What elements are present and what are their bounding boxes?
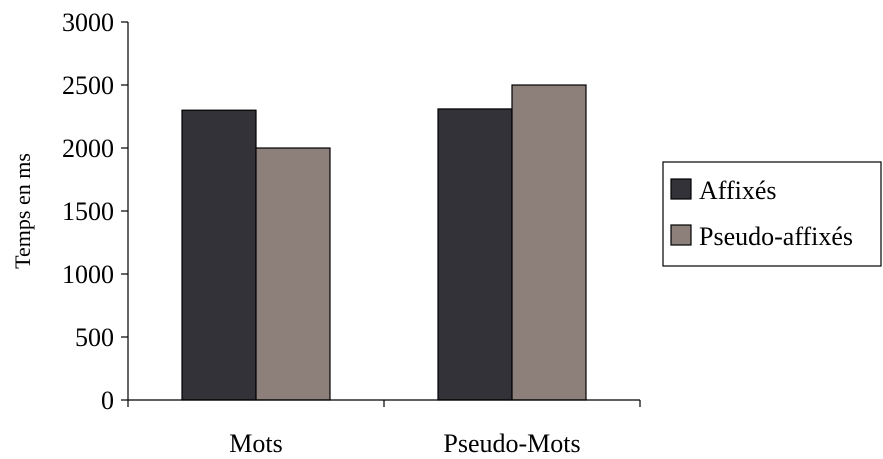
bar bbox=[181, 109, 257, 401]
bar bbox=[437, 108, 513, 401]
bar bbox=[255, 147, 331, 401]
y-tick-label: 1500 bbox=[62, 197, 114, 226]
x-tick-label: Pseudo-Mots bbox=[443, 429, 580, 458]
y-tick-label: 2000 bbox=[62, 134, 114, 163]
x-axis-ticks: Mots Pseudo-Mots bbox=[127, 400, 641, 458]
y-tick-label: 500 bbox=[75, 323, 114, 352]
legend-label: Affixés bbox=[699, 176, 777, 205]
y-tick-label: 0 bbox=[101, 386, 114, 415]
y-axis-ticks: 0 500 1000 1500 2000 2500 3000 bbox=[62, 8, 128, 415]
legend-swatch bbox=[670, 178, 692, 200]
y-tick-label: 1000 bbox=[62, 260, 114, 289]
legend-box bbox=[662, 161, 882, 267]
bars bbox=[181, 84, 587, 401]
legend-label: Pseudo-affixés bbox=[699, 222, 853, 251]
legend-swatch bbox=[670, 224, 692, 246]
y-tick-label: 3000 bbox=[62, 8, 114, 37]
y-tick-label: 2500 bbox=[62, 71, 114, 100]
bar bbox=[511, 84, 587, 401]
legend: Affixés Pseudo-affixés bbox=[662, 161, 882, 267]
x-tick-label: Mots bbox=[229, 429, 282, 458]
y-axis-title: Temps en ms bbox=[10, 153, 35, 269]
